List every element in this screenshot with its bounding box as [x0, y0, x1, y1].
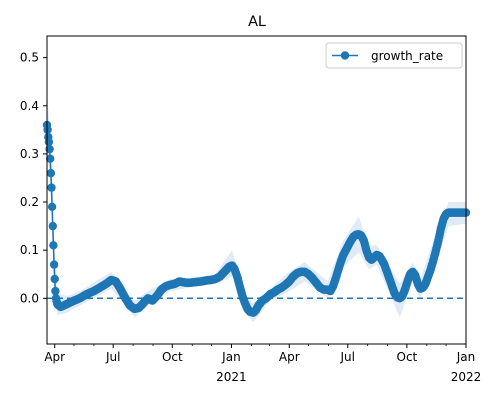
y-tick-label: 0.3 — [20, 147, 39, 161]
x-tick-label: Jan — [221, 350, 241, 364]
x-tick-label: Jul — [105, 350, 120, 364]
x-tick-label: Oct — [162, 350, 183, 364]
data-point — [46, 169, 56, 178]
y-tick-label: 0.5 — [20, 51, 39, 65]
data-point — [47, 202, 57, 211]
x-tick-label: Apr — [279, 350, 300, 364]
data-point — [51, 286, 60, 296]
y-tick-label: 0.2 — [20, 195, 39, 209]
legend-marker-swatch — [340, 51, 350, 60]
data-point — [49, 260, 59, 269]
x-tick-label: Jul — [340, 350, 355, 364]
x-tick-label: Jan — [456, 350, 476, 364]
y-tick-label: 0.0 — [20, 291, 39, 305]
confidence-band-area — [47, 91, 466, 323]
x-tick-year-label: 2021 — [216, 370, 247, 384]
chart-title: AL — [248, 14, 266, 30]
series-growth-rate — [42, 120, 471, 317]
data-point — [46, 154, 55, 163]
legend-frame — [325, 42, 463, 69]
axes — [46, 35, 467, 345]
ticks: 0.0 0.1 0.2 0.3 0.4 0.5 Apr Jul Oct Jan 2021 Apr Jul… — [20, 51, 481, 384]
y-tick-label: 0.1 — [20, 243, 39, 257]
y-tick-label: 0.4 — [20, 99, 39, 113]
data-point — [48, 221, 57, 231]
x-tick-year-label: 2022 — [451, 370, 482, 384]
x-tick-label: Oct — [397, 350, 418, 364]
plot-frame — [46, 35, 467, 345]
data-point — [43, 125, 52, 134]
confidence-band — [47, 91, 466, 323]
data-point — [47, 183, 56, 192]
legend: growth_rate — [325, 42, 463, 69]
data-point — [49, 241, 58, 250]
data-point — [44, 137, 54, 147]
legend-label-growth-rate: growth_rate — [371, 49, 443, 63]
data-point — [50, 274, 59, 284]
x-tick-label: Apr — [44, 350, 65, 364]
